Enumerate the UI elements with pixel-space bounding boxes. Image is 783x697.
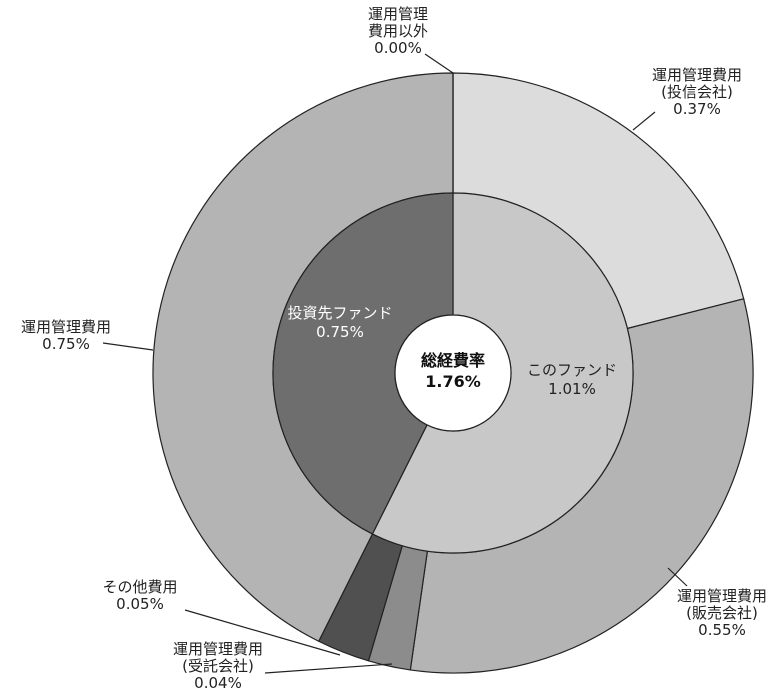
outer-value-0: 0.00%: [374, 39, 422, 57]
outer-label-0-line-0: 運用管理: [368, 5, 428, 23]
outer-value-4: 0.05%: [116, 595, 164, 613]
outer-label-1-line-0: 運用管理費用: [652, 66, 742, 84]
inner-ring: [272, 192, 634, 554]
outer-label-5-line-0: 運用管理費用: [21, 318, 111, 336]
outer-value-2: 0.55%: [698, 621, 746, 639]
leader-line-0: [424, 53, 454, 74]
inner-label-0: このファンド: [527, 361, 617, 379]
inner-label-1: 投資先ファンド: [287, 304, 392, 322]
outer-label-0-line-1: 費用以外: [368, 22, 428, 40]
outer-ring: [152, 72, 754, 674]
outer-value-3: 0.04%: [194, 674, 242, 692]
inner-value-0: 1.01%: [548, 380, 596, 398]
leader-line-1: [632, 111, 656, 131]
outer-label-1-line-1: (投信会社): [661, 83, 733, 101]
outer-label-3-line-0: 運用管理費用: [173, 640, 263, 658]
center-hole: 総経費率 1.76%: [394, 314, 512, 432]
inner-value-1: 0.75%: [316, 323, 364, 341]
outer-label-2-line-1: (販売会社): [686, 604, 758, 622]
leader-lines: [102, 53, 688, 674]
outer-value-1: 0.37%: [673, 100, 721, 118]
center-value: 1.76%: [425, 372, 481, 391]
leader-line-5: [102, 342, 154, 351]
slice-labels: このファンド1.01%投資先ファンド0.75%運用管理費用以外0.00%運用管理…: [21, 5, 767, 692]
outer-label-4-line-0: その他費用: [102, 578, 177, 596]
center-title: 総経費率: [421, 351, 485, 370]
leader-line-2: [667, 567, 688, 587]
leader-line-4: [184, 609, 341, 656]
leader-line-3: [264, 663, 393, 674]
outer-label-2-line-0: 運用管理費用: [677, 587, 767, 605]
outer-label-3-line-1: (受託会社): [182, 657, 254, 675]
outer-value-5: 0.75%: [42, 335, 90, 353]
